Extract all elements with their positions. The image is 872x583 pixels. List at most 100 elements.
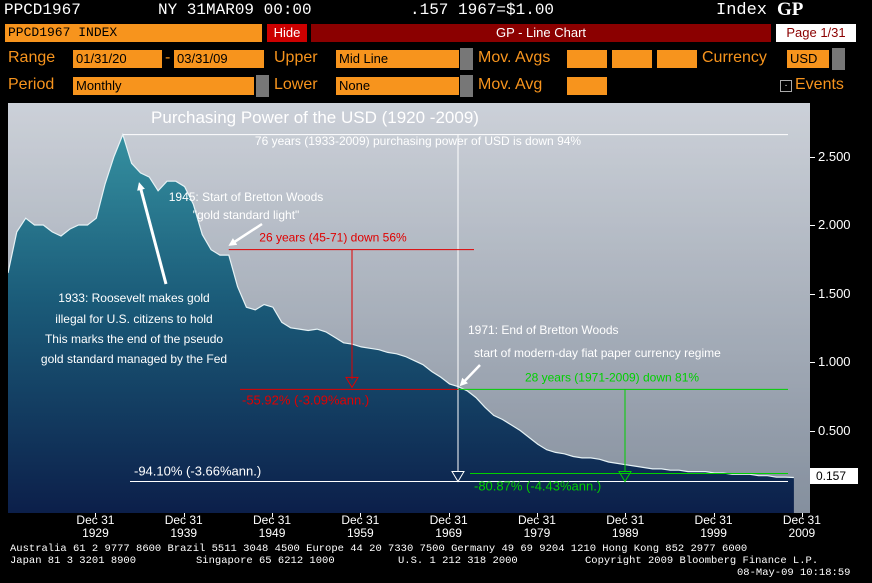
security-field[interactable]: PPCD1967 INDEX [5,24,262,42]
annotation-bw-start-2: "gold standard light" [193,208,300,222]
x-tick-mark [448,513,450,517]
mov-avg-field-1[interactable] [567,50,607,68]
range-dash: - [165,49,171,66]
x-tick-mark [801,513,803,517]
x-tick-mark [536,513,538,517]
annotation-red-span: 26 years (45-71) down 56% [259,231,407,245]
x-tick-mark [625,513,627,517]
upper-field[interactable]: Mid Line [336,50,459,68]
end-date-field[interactable]: 03/31/09 [174,50,264,68]
y-tick-label: 0.500 [818,422,851,438]
x-tick-mark [360,513,362,517]
y-tick-label: 1.500 [818,285,851,301]
red-span-arrowhead [345,376,359,389]
annotation-roosevelt-1: 1933: Roosevelt makes gold [58,291,209,305]
period-label: Period [8,76,55,93]
range-label: Range [8,49,56,66]
y-tick-mark [810,156,815,158]
hide-button[interactable]: Hide [267,24,307,42]
x-tick-label: Dec 31 [341,513,380,527]
x-tick-label: 1939 [170,526,198,540]
price-line [8,132,794,479]
x-tick-label: 1979 [523,526,551,540]
footer-timestamp: 08-May-09 10:18:59 [737,567,851,579]
lower-label: Lower [274,76,318,93]
footer-phone-japan: Japan 81 3 3201 8900 [10,555,137,567]
x-tick-label: 1999 [700,526,727,540]
quote-value: .157 1967=$1.00 [410,1,555,19]
x-tick-label: 1969 [435,526,462,540]
mov-avg-field-4[interactable] [567,77,607,95]
price-chart[interactable]: 76 years (1933-2009) purchasing power of… [8,103,810,513]
annotation-total-pct: -94.10% (-3.66%ann.) [134,463,261,478]
currency-label: Currency [702,49,767,66]
footer-phones-line1: Australia 61 2 9777 8600 Brazil 5511 304… [10,543,748,555]
plot-area: 76 years (1933-2009) purchasing power of… [8,132,794,513]
x-tick-mark [95,513,97,517]
y-axis: 0.500 1.000 1.500 2.000 2.500 0.157 [810,103,872,513]
ticker-label: PPCD1967 [4,1,81,19]
annotation-bw-end-1: 1971: End of Bretton Woods [468,323,619,337]
lower-field[interactable]: None [336,77,459,95]
annotation-green-span: 28 years (1971-2009) down 81% [525,370,699,384]
x-tick-label: Dec 31 [164,513,203,527]
roosevelt-arrow [137,182,168,285]
y-tick-mark [810,225,815,226]
gp-function-label[interactable]: GP [777,0,804,20]
quote-time: NY 31MAR09 00:00 [158,1,312,19]
lower-dropdown[interactable] [460,75,473,97]
y-tick-mark [810,362,815,363]
price-area [8,134,794,513]
footer-phone-us: U.S. 1 212 318 2000 [398,555,518,567]
x-tick-label: 1929 [82,526,109,540]
currency-dropdown[interactable] [832,48,845,70]
x-axis: Dec 31 1929 Dec 31 1939 Dec 31 1949 Dec 31 1959… [8,513,821,541]
mov-avgs-label: Mov. Avgs [478,49,551,66]
x-tick-label: 1959 [346,526,374,540]
period-dropdown[interactable] [256,75,269,97]
chart-title: Purchasing Power of the USD (1920 -2009) [151,108,479,127]
x-tick-label: Dec 31 [606,513,645,527]
y-tick-label: 2.500 [818,148,851,164]
annotation-green-pct: -80.87% (-4.43%ann.) [474,478,601,493]
x-tick-label: Dec 31 [782,513,821,527]
last-value-badge: 0.157 [810,468,858,485]
mov-avg-field-2[interactable] [612,50,652,68]
x-tick-mark [183,513,185,517]
annotation-roosevelt-4: gold standard managed by the Fed [41,352,227,366]
annotation-bw-end-2: start of modern-day fiat paper currency … [474,346,721,360]
x-tick-label: 2009 [788,526,816,540]
x-tick-label: Dec 31 [253,513,292,527]
x-tick-label: 1989 [611,526,639,540]
annotation-red-pct: -55.92% (-3.09%ann.) [242,392,369,407]
currency-field[interactable]: USD [787,50,829,68]
x-tick-label: Dec 31 [429,513,468,527]
mov-avg-field-3[interactable] [657,50,697,68]
total-decline-arrowhead [451,470,465,483]
security-row: PPCD1967 INDEX Hide GP - Line Chart Page… [0,23,872,43]
footer: Australia 61 2 9777 8600 Brazil 5511 304… [0,541,872,583]
y-tick-label: 1.000 [818,354,851,369]
y-tick-label: 2.000 [818,217,851,232]
events-checkbox[interactable]: · [780,80,792,92]
annotation-top-line: 76 years (1933-2009) purchasing power of… [255,134,582,148]
x-tick-label: 1949 [258,526,286,540]
index-label[interactable]: Index [716,1,768,20]
upper-dropdown[interactable] [460,48,473,70]
bw-end-arrow [459,364,481,387]
x-tick-mark [713,513,715,517]
x-tick-label: Dec 31 [76,513,115,527]
mov-avg-label: Mov. Avg [478,76,543,93]
x-tick-mark [272,513,274,517]
y-tick-mark [810,430,815,432]
x-tick-label: Dec 31 [517,513,556,527]
y-tick-mark [810,293,815,295]
start-date-field[interactable]: 01/31/20 [73,50,162,68]
range-row: Range 01/31/20 - 03/31/09 Upper Mid Line… [0,47,872,71]
period-field[interactable]: Monthly [73,77,254,95]
bw-start-arrow [228,222,263,246]
annotation-bw-start-1: 1945: Start of Bretton Woods [169,190,324,204]
green-span-arrowhead [618,470,632,483]
chart-type-title: GP - Line Chart [311,24,771,42]
page-indicator[interactable]: Page 1/31 [776,24,856,42]
